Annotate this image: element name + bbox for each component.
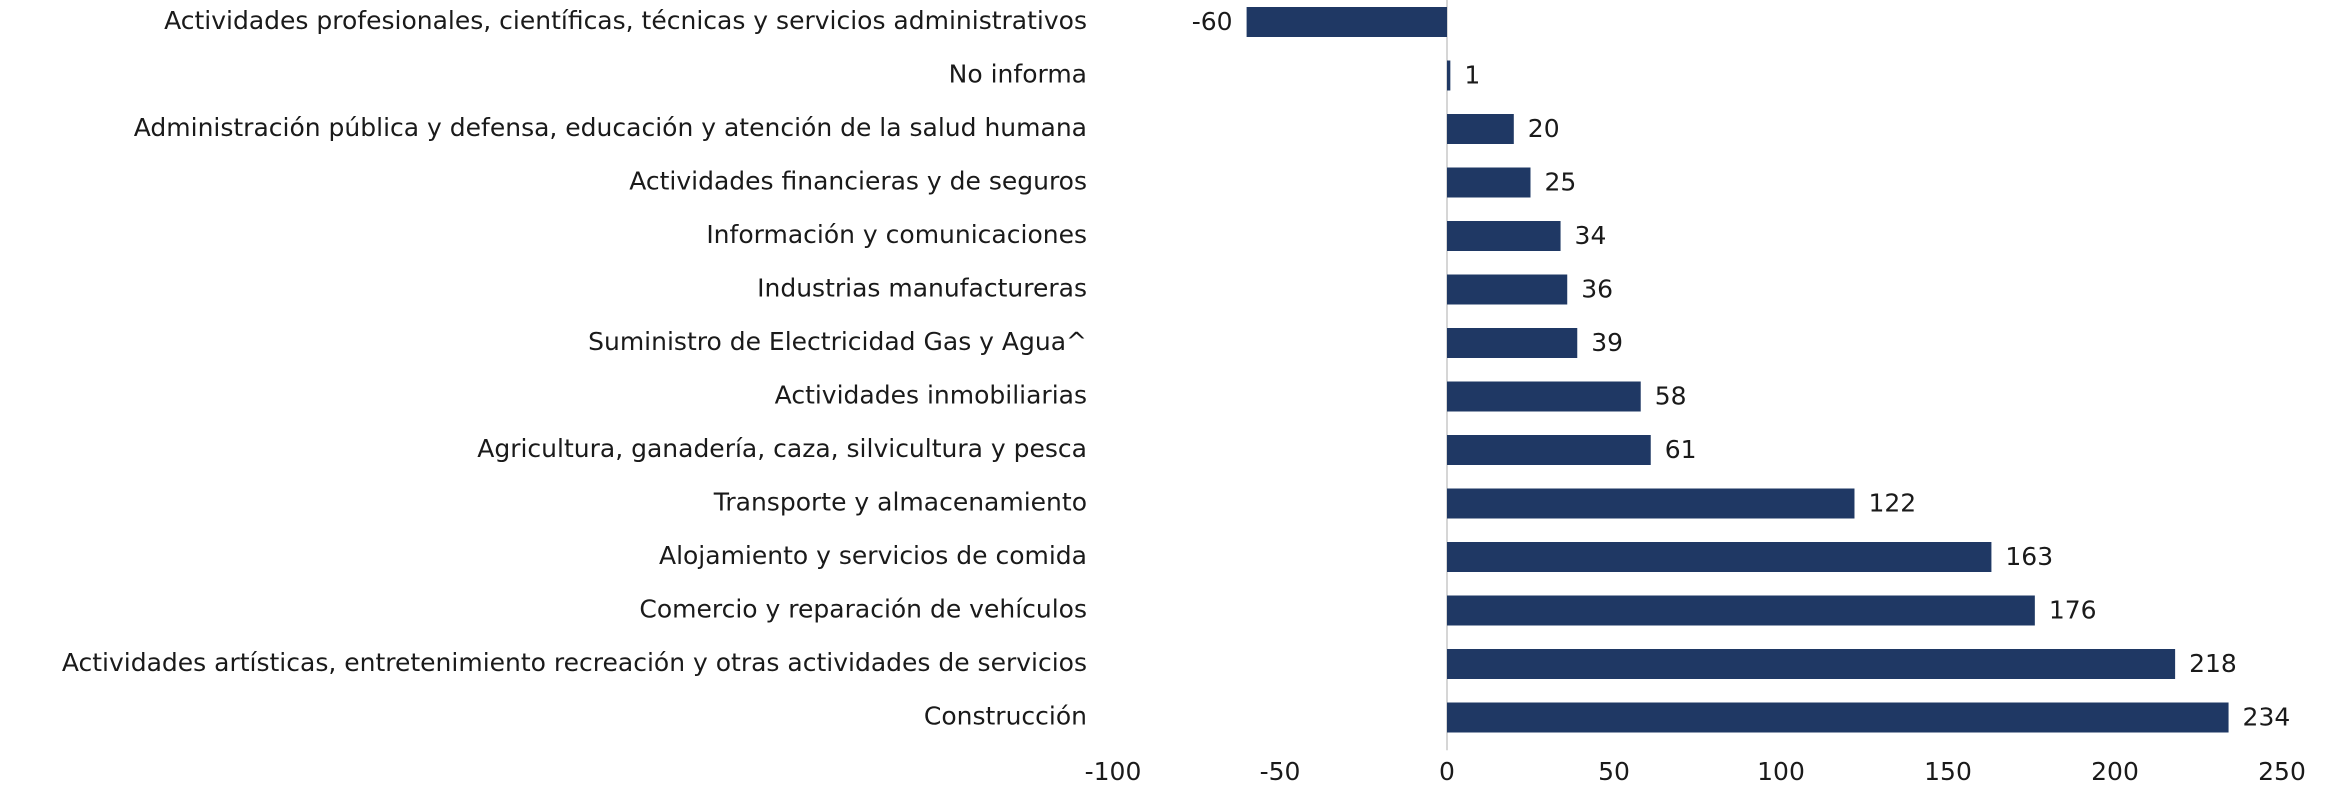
x-tick-label: 0	[1439, 757, 1455, 786]
data-label: -60	[1192, 7, 1233, 36]
bar	[1447, 702, 2229, 733]
bar	[1447, 435, 1651, 465]
bar	[1447, 328, 1578, 358]
data-label: 1	[1464, 61, 1480, 90]
data-label: 25	[1545, 168, 1577, 197]
data-label: 176	[2049, 596, 2097, 625]
y-tick-label: Actividades financieras y de seguros	[629, 167, 1087, 196]
bar	[1447, 595, 2035, 626]
y-tick-label: Actividades artísticas, entretenimiento …	[62, 648, 1087, 677]
data-label: 61	[1665, 435, 1697, 464]
y-tick-label: Administración pública y defensa, educac…	[134, 113, 1087, 142]
bar	[1447, 542, 1992, 572]
bar	[1447, 221, 1561, 251]
bar	[1447, 60, 1451, 91]
bar	[1447, 274, 1568, 305]
x-tick-label: -50	[1260, 757, 1301, 786]
data-label: 58	[1655, 382, 1687, 411]
bar	[1447, 649, 2176, 679]
x-tick-label: 100	[1757, 757, 1805, 786]
data-label: 163	[2005, 542, 2053, 571]
bar	[1447, 114, 1514, 144]
bar	[1447, 381, 1641, 412]
x-tick-label: 50	[1598, 757, 1630, 786]
y-tick-label: Suministro de Electricidad Gas y Agua^	[588, 327, 1087, 356]
data-label: 39	[1591, 328, 1623, 357]
y-tick-label: Industrias manufactureras	[757, 274, 1087, 303]
x-tick-label: 250	[2258, 757, 2306, 786]
bar	[1447, 488, 1855, 519]
y-tick-label: Información y comunicaciones	[706, 220, 1087, 249]
y-tick-label: No informa	[949, 60, 1087, 89]
data-label: 234	[2243, 703, 2291, 732]
y-tick-label: Actividades inmobiliarias	[775, 381, 1087, 410]
x-tick-label: -100	[1085, 757, 1142, 786]
x-tick-label: 200	[2091, 757, 2139, 786]
bar	[1246, 7, 1447, 37]
data-label: 36	[1581, 275, 1613, 304]
data-label: 34	[1575, 221, 1607, 250]
y-tick-label: Agricultura, ganadería, caza, silvicultu…	[477, 434, 1087, 463]
y-tick-label: Transporte y almacenamiento	[713, 488, 1087, 517]
y-tick-label: Comercio y reparación de vehículos	[639, 595, 1087, 624]
y-tick-label: Actividades profesionales, científicas, …	[164, 6, 1087, 35]
data-label: 122	[1868, 489, 1916, 518]
y-tick-label: Construcción	[924, 702, 1087, 731]
data-label: 218	[2189, 649, 2237, 678]
y-tick-label: Alojamiento y servicios de comida	[659, 541, 1087, 570]
x-tick-label: 150	[1924, 757, 1972, 786]
bar	[1447, 167, 1531, 198]
data-label: 20	[1528, 114, 1560, 143]
